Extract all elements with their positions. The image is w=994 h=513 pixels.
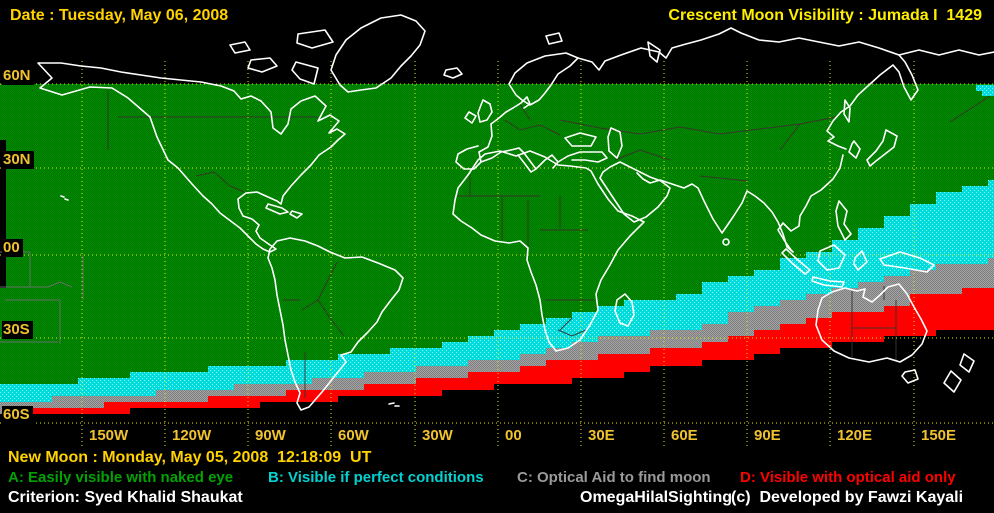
lon-label-90W: 90W bbox=[253, 427, 288, 444]
lon-label-60W: 60W bbox=[336, 427, 371, 444]
lat-label-30N: 30N bbox=[2, 151, 34, 169]
lon-label-90E: 90E bbox=[752, 427, 783, 444]
lon-label-120W: 120W bbox=[170, 427, 214, 444]
legend-zone-a: A: Easily visible with naked eye bbox=[8, 469, 234, 486]
copyright-label: (c) Developed by Fawzi Kayali bbox=[731, 489, 964, 506]
zone-b-perfect-conditions bbox=[0, 180, 994, 402]
lon-label-30E: 30E bbox=[586, 427, 617, 444]
zone-gap-notch bbox=[0, 140, 6, 288]
lat-label-60S: 60S bbox=[2, 406, 33, 424]
new-moon-info: New Moon : Monday, May 05, 2008 12:18:09… bbox=[8, 449, 372, 466]
page-title: Crescent Moon Visibility : Jumada I 1429 bbox=[668, 7, 982, 24]
lon-label-150W: 150W bbox=[87, 427, 131, 444]
date-label: Date : Tuesday, May 06, 2008 bbox=[10, 7, 229, 24]
lon-label-00: 00 bbox=[503, 427, 524, 444]
lon-label-150E: 150E bbox=[919, 427, 959, 444]
legend-zone-d: D: Visible with optical aid only bbox=[740, 469, 956, 486]
coastlines bbox=[37, 14, 994, 411]
legend-zone-c: C: Optical Aid to find moon bbox=[517, 469, 711, 486]
zone-b-patch bbox=[982, 91, 994, 96]
legend-zone-b: B: Visible if perfect conditions bbox=[268, 469, 484, 486]
zone-b-patch bbox=[976, 85, 994, 91]
criterion-label: Criterion: Syed Khalid Shaukat bbox=[8, 489, 243, 506]
lon-label-30W: 30W bbox=[420, 427, 455, 444]
world-visibility-map bbox=[0, 14, 994, 446]
country-borders bbox=[0, 90, 991, 398]
app-brand: OmegaHilalSighting bbox=[580, 489, 733, 506]
lat-label-00: 00 bbox=[2, 239, 23, 257]
lon-label-120E: 120E bbox=[835, 427, 875, 444]
lat-label-30S: 30S bbox=[2, 321, 33, 339]
zone-c-optical-aid-find bbox=[0, 258, 994, 414]
lon-label-60E: 60E bbox=[669, 427, 700, 444]
lat-label-60N: 60N bbox=[2, 67, 34, 85]
